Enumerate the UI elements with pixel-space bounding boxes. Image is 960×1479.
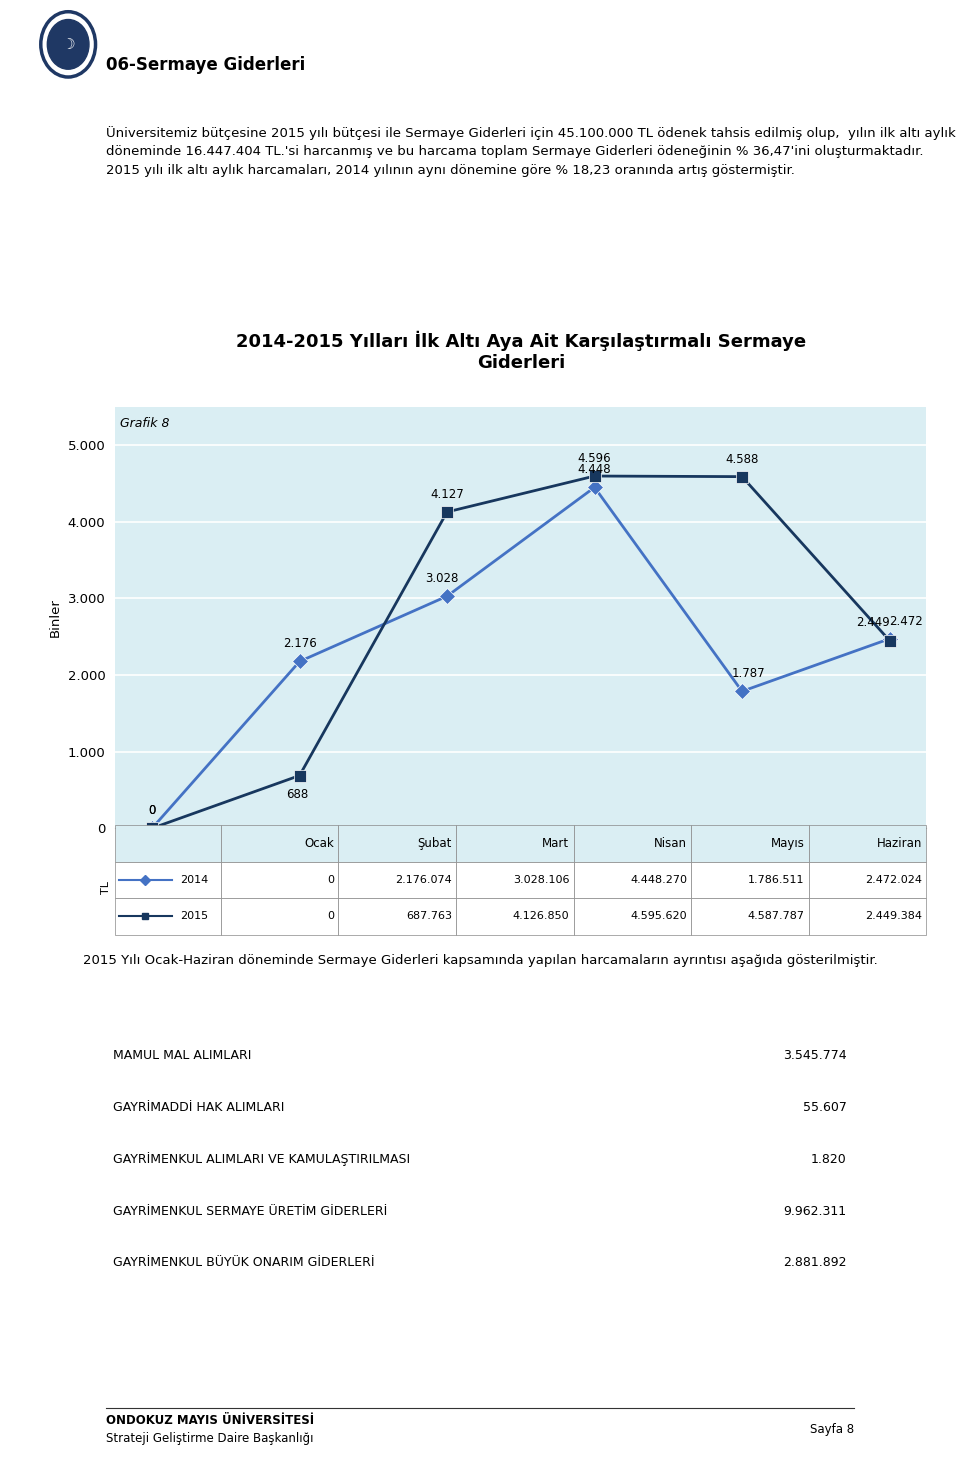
Text: Ocak: Ocak <box>304 837 334 850</box>
Text: 55.607: 55.607 <box>803 1102 847 1114</box>
Bar <box>338 825 456 861</box>
2014 <box>294 652 305 670</box>
Text: 4.448: 4.448 <box>578 463 612 476</box>
Text: Mart: Mart <box>542 837 569 850</box>
Text: 0: 0 <box>327 911 334 921</box>
Line: 2014: 2014 <box>147 482 895 834</box>
Text: 0: 0 <box>149 805 156 816</box>
Bar <box>338 898 456 935</box>
Text: 0: 0 <box>149 805 156 816</box>
Text: Grafik 8: Grafik 8 <box>120 417 170 430</box>
Text: 3.028.106: 3.028.106 <box>513 874 569 884</box>
Text: 1.786.511: 1.786.511 <box>748 874 804 884</box>
2015 <box>146 819 157 837</box>
Text: GAYRİMENKUL BÜYÜK ONARIM GİDERLERİ: GAYRİMENKUL BÜYÜK ONARIM GİDERLERİ <box>113 1257 374 1269</box>
Text: 1.787: 1.787 <box>732 667 766 680</box>
Text: MAMUL MAL ALIMLARI: MAMUL MAL ALIMLARI <box>113 1050 252 1062</box>
Text: 4.595.620: 4.595.620 <box>631 911 687 921</box>
Bar <box>808 861 926 898</box>
2015 <box>294 766 305 784</box>
2014 <box>736 682 748 700</box>
Text: 4.588: 4.588 <box>726 453 758 466</box>
Bar <box>456 861 573 898</box>
Circle shape <box>47 19 89 70</box>
Text: 2.449.384: 2.449.384 <box>865 911 923 921</box>
Bar <box>808 825 926 861</box>
Bar <box>456 825 573 861</box>
Text: 2.881.892: 2.881.892 <box>783 1257 847 1269</box>
Bar <box>691 861 808 898</box>
Line: 2015: 2015 <box>147 470 895 834</box>
Text: GAYRİMENKUL ALIMLARI VE KAMULAŞTIRILMASI: GAYRİMENKUL ALIMLARI VE KAMULAŞTIRILMASI <box>113 1152 411 1167</box>
Text: 688: 688 <box>286 787 308 800</box>
Text: 2015: 2015 <box>180 911 208 921</box>
Bar <box>456 898 573 935</box>
Bar <box>691 898 808 935</box>
2015 <box>442 503 453 521</box>
Text: 16.447.404: 16.447.404 <box>762 1309 847 1321</box>
Text: TL: TL <box>101 881 110 893</box>
Text: Strateji Geliştirme Daire Başkanlığı: Strateji Geliştirme Daire Başkanlığı <box>106 1432 313 1445</box>
Text: Mayıs: Mayıs <box>771 837 804 850</box>
Text: 687.763: 687.763 <box>406 911 452 921</box>
2014 <box>146 819 157 837</box>
Bar <box>338 861 456 898</box>
Text: 9.962.311: 9.962.311 <box>783 1205 847 1217</box>
Text: ONDOKUZ MAYIS ÜNİVERSİTESİ: ONDOKUZ MAYIS ÜNİVERSİTESİ <box>106 1414 314 1427</box>
Text: 4.126.850: 4.126.850 <box>513 911 569 921</box>
Text: Haziran: Haziran <box>877 837 923 850</box>
2014 <box>884 630 896 648</box>
Bar <box>808 898 926 935</box>
Text: 1.820: 1.820 <box>811 1154 847 1165</box>
Text: Üniversitemiz bütçesine 2015 yılı bütçesi ile Sermaye Giderleri için 45.100.000 : Üniversitemiz bütçesine 2015 yılı bütçes… <box>106 126 955 176</box>
2014 <box>442 587 453 605</box>
Text: ☽: ☽ <box>61 37 75 52</box>
Text: 0: 0 <box>327 874 334 884</box>
Text: 3.028: 3.028 <box>425 572 458 586</box>
Bar <box>115 861 221 898</box>
Text: Sayfa 8: Sayfa 8 <box>810 1423 854 1436</box>
2015 <box>884 632 896 649</box>
Text: Toplam: Toplam <box>113 1309 167 1321</box>
Text: 2014: 2014 <box>180 874 208 884</box>
Text: 4.448.270: 4.448.270 <box>630 874 687 884</box>
Bar <box>573 825 691 861</box>
2014 <box>588 478 600 495</box>
2015 <box>588 467 600 485</box>
2015 <box>736 467 748 485</box>
Text: 2.472.024: 2.472.024 <box>865 874 923 884</box>
Bar <box>221 825 338 861</box>
Text: 4.596: 4.596 <box>578 453 612 464</box>
Text: 2.472: 2.472 <box>889 615 924 627</box>
Text: 4.587.787: 4.587.787 <box>748 911 804 921</box>
Bar <box>573 861 691 898</box>
Text: Nisan: Nisan <box>654 837 687 850</box>
Text: Şubat: Şubat <box>418 837 452 850</box>
Text: 3.545.774: 3.545.774 <box>783 1050 847 1062</box>
Text: 2015 Yılı Ocak-Haziran döneminde Sermaye Giderleri kapsamında yapılan harcamalar: 2015 Yılı Ocak-Haziran döneminde Sermaye… <box>83 954 877 967</box>
Text: 2.176.074: 2.176.074 <box>396 874 452 884</box>
Bar <box>573 898 691 935</box>
Text: 4.127: 4.127 <box>430 488 464 501</box>
Y-axis label: Binler: Binler <box>49 598 62 637</box>
Text: 2.449: 2.449 <box>856 617 890 630</box>
Text: GAYRİMENKUL SERMAYE ÜRETİM GİDERLERİ: GAYRİMENKUL SERMAYE ÜRETİM GİDERLERİ <box>113 1205 388 1217</box>
Bar <box>221 898 338 935</box>
Text: 2.176: 2.176 <box>282 637 317 651</box>
Bar <box>691 825 808 861</box>
Bar <box>115 825 221 861</box>
Bar <box>115 898 221 935</box>
Text: GAYRİMADDİ HAK ALIMLARI: GAYRİMADDİ HAK ALIMLARI <box>113 1102 285 1114</box>
Title: 2014-2015 Yılları İlk Altı Aya Ait Karşılaştırmalı Sermaye
Giderleri: 2014-2015 Yılları İlk Altı Aya Ait Karşı… <box>236 331 805 371</box>
Bar <box>221 861 338 898</box>
Text: 06-Sermaye Giderleri: 06-Sermaye Giderleri <box>106 56 305 74</box>
